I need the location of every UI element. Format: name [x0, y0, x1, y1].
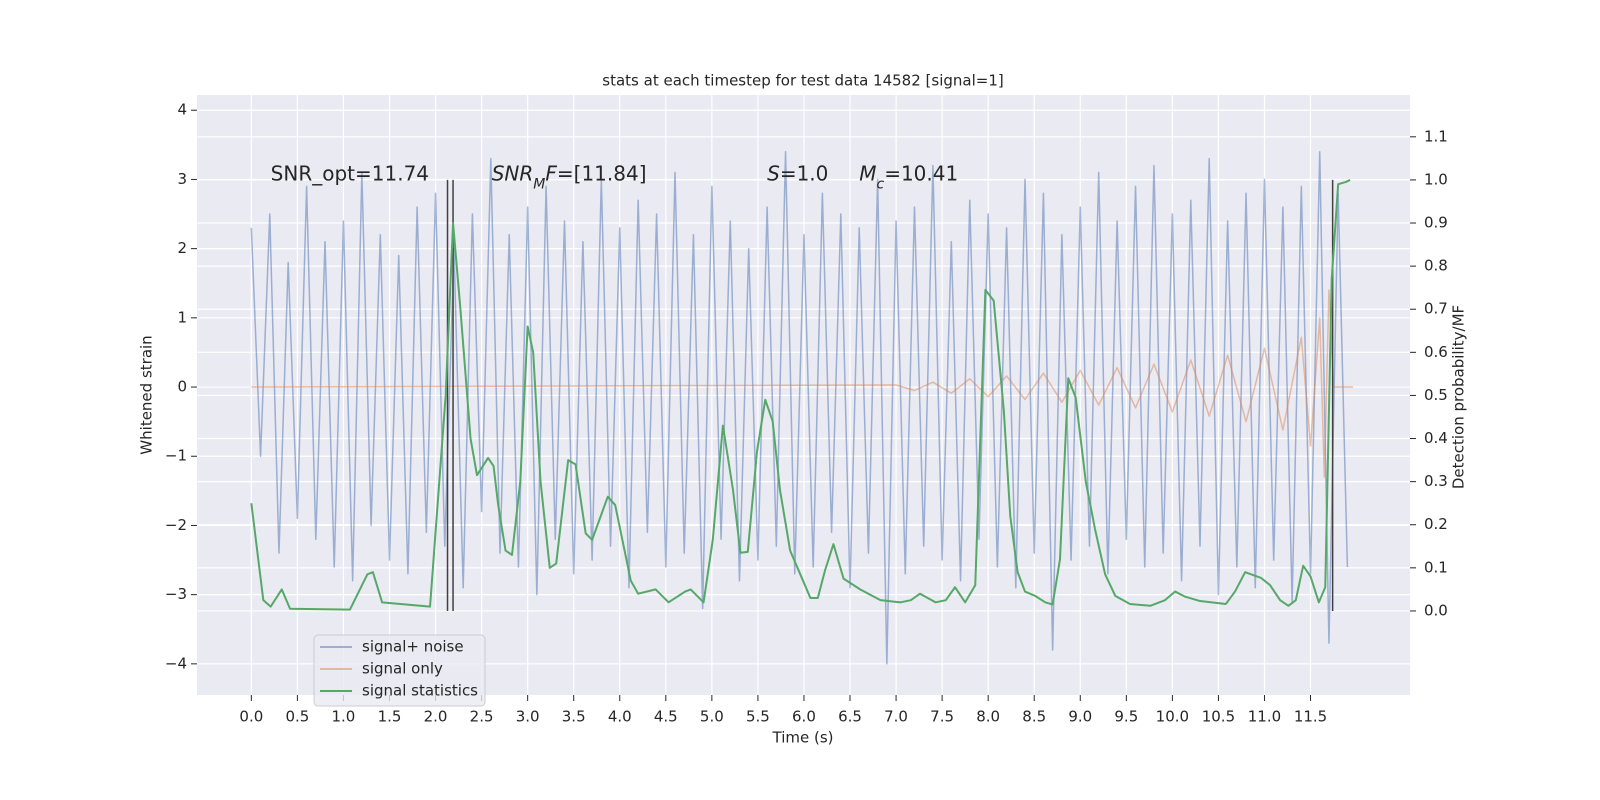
y-tick-label: 0 [177, 378, 187, 396]
x-tick-label: 9.5 [1114, 708, 1138, 726]
y2-axis-label: Detection probability/MF [1450, 305, 1468, 489]
y2-tick-label: 0.3 [1424, 472, 1448, 490]
y-tick-label: −4 [165, 654, 187, 672]
x-tick-label: 3.0 [516, 708, 540, 726]
x-tick-label: 0.5 [285, 708, 309, 726]
y2-tick-label: 0.8 [1424, 257, 1448, 275]
legend: signal+ noise signal only signal statistic… [313, 634, 486, 707]
annotation-part: =1.0 [780, 162, 829, 186]
series-line [251, 289, 1353, 478]
legend-label: signal+ noise [362, 638, 464, 656]
y-tick-label: 2 [177, 239, 187, 257]
legend-label: signal statistics [362, 682, 478, 700]
x-tick-label: 10.5 [1202, 708, 1235, 726]
x-tick-label: 5.0 [700, 708, 724, 726]
y2-tick-label: 0.0 [1424, 601, 1448, 619]
x-tick-label: 0.0 [239, 708, 263, 726]
annotation-part: c [876, 177, 884, 193]
x-tick-label: 11.5 [1294, 708, 1327, 726]
x-tick-label: 9.0 [1068, 708, 1092, 726]
y2-tick-label: 0.4 [1424, 429, 1448, 447]
x-tick-label: 7.5 [930, 708, 954, 726]
y2-tick-label: 0.1 [1424, 558, 1448, 576]
chart-title: stats at each timestep for test data 145… [602, 72, 1003, 90]
y-tick-label: −1 [165, 447, 187, 465]
annotation-part: S [767, 162, 780, 186]
x-tick-label: 7.0 [884, 708, 908, 726]
annotation-part: SNR [492, 162, 534, 186]
x-axis-label: Time (s) [772, 729, 834, 747]
series-line [250, 179, 1351, 611]
annotation-part: F [545, 162, 557, 186]
y2-tick-label: 1.0 [1424, 170, 1448, 188]
x-tick-label: 4.5 [654, 708, 678, 726]
annotation-part: =[11.84] [557, 162, 647, 186]
y-axis-label: Whitened strain [138, 335, 156, 454]
legend-box [313, 634, 486, 707]
annotation-part: SNR_opt=11.74 [271, 162, 429, 186]
series-line [250, 151, 1349, 665]
x-tick-label: 5.5 [746, 708, 770, 726]
y-tick-label: 1 [177, 308, 187, 326]
x-tick-label: 4.0 [608, 708, 632, 726]
x-tick-label: 3.5 [562, 708, 586, 726]
x-tick-label: 1.5 [378, 708, 402, 726]
x-tick-label: 2.5 [470, 708, 494, 726]
y2-tick-label: 0.6 [1424, 343, 1448, 361]
marks: SNR_opt=11.74 SNRMF=[11.84] S=1.0 Mc=10.41 [250, 151, 1353, 665]
y-tick-label: 3 [177, 170, 187, 188]
x-tick-label: 2.0 [424, 708, 448, 726]
y2-tick-label: 0.5 [1424, 386, 1448, 404]
x-tick-label: 6.0 [792, 708, 816, 726]
x-tick-label: 10.0 [1156, 708, 1189, 726]
legend-label: signal only [362, 660, 443, 678]
y-tick-label: −3 [165, 585, 187, 603]
grid [197, 95, 1410, 695]
x-tick-label: 8.5 [1022, 708, 1046, 726]
y-tick-label: 4 [177, 101, 187, 119]
x-tick-label: 1.0 [332, 708, 356, 726]
y2-tick-label: 0.9 [1424, 214, 1448, 232]
annotation-part: =10.41 [884, 162, 958, 186]
annotation-part: M [859, 162, 876, 186]
y2-tick-label: 1.1 [1424, 127, 1448, 145]
x-tick-label: 8.0 [976, 708, 1000, 726]
annotation: SNRMF=[11.84] [492, 162, 647, 193]
y2-tick-label: 0.2 [1424, 515, 1448, 533]
annotation: S=1.0 [767, 162, 828, 186]
y2-tick-label: 0.7 [1424, 300, 1448, 318]
annotation-part: M [533, 177, 545, 193]
annotation: Mc=10.41 [859, 162, 958, 193]
x-tick-label: 6.5 [838, 708, 862, 726]
x-tick-label: 11.0 [1248, 708, 1281, 726]
annotation: SNR_opt=11.74 [271, 162, 429, 186]
y-tick-label: −2 [165, 516, 187, 534]
axes: −4 −3 −2 −1 0 1 2 3 4 0.0 0.1 0.2 0.3 0.4 0.5 0.6 0.7 0.8… [165, 101, 1448, 726]
